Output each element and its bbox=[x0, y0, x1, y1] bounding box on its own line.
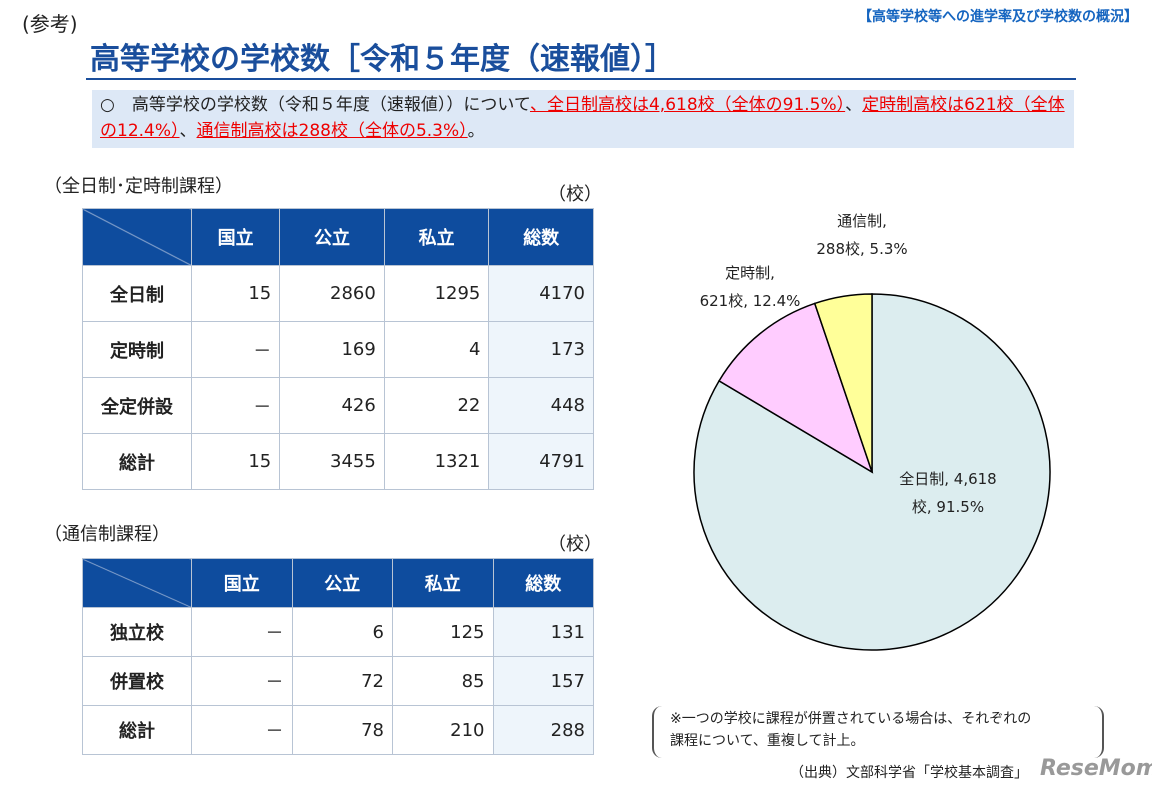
slice-label: 288校, 5.3% bbox=[816, 240, 907, 258]
table-cell: 78 bbox=[291, 705, 393, 755]
table-cell: － bbox=[191, 705, 293, 755]
corner-cell bbox=[82, 208, 192, 266]
column-header: 総数 bbox=[488, 208, 594, 266]
table-cell: 4 bbox=[383, 321, 490, 378]
title-rule bbox=[86, 78, 1076, 80]
table-cell: 131 bbox=[492, 607, 594, 657]
note-box: ※一つの学校に課程が併置されている場合は、それぞれの 課程について、重複して計上… bbox=[652, 706, 1104, 758]
data-table: 国立 公立 私立 総数 独立校－ 6 125 131 併置校－ 72 85 157 総計－ 78 210 28… bbox=[82, 558, 594, 755]
slice-label: 621校, 12.4% bbox=[700, 292, 801, 310]
pie-slice bbox=[718, 302, 874, 474]
highlight-text: 、全日制高校は4,618校（全体の91.5%） bbox=[529, 95, 846, 115]
note-line: ※一つの学校に課程が併置されている場合は、それぞれの bbox=[670, 711, 1032, 727]
column-header: 私立 bbox=[383, 208, 490, 266]
column-header: 私立 bbox=[392, 558, 494, 608]
table-cell: 22 bbox=[383, 377, 490, 434]
section-tag: 【高等学校等への進学率及び学校数の概況】 bbox=[858, 9, 1138, 25]
highlight-text: 通信制高校は288校（全体の5.3%） bbox=[196, 121, 468, 141]
watermark: ReseMom bbox=[1040, 756, 1152, 781]
header-row: 国立 公立 私立 総数 bbox=[82, 208, 594, 266]
ref-label: (参考) bbox=[22, 12, 78, 36]
table-cell: 125 bbox=[392, 607, 494, 657]
slice-label: 通信制, bbox=[837, 212, 887, 230]
column-header: 国立 bbox=[190, 208, 281, 266]
table-cell: 210 bbox=[392, 705, 494, 755]
table-caption: （全日制･定時制課程） bbox=[44, 176, 233, 197]
summary-text: ○ 高等学校の学校数（令和５年度（速報値））について bbox=[100, 95, 530, 115]
table-unit: （校） bbox=[548, 534, 602, 555]
table-row: 総計 15 3455 1321 4791 bbox=[82, 433, 594, 490]
source: （出典）文部科学省「学校基本調査」 bbox=[790, 765, 1028, 781]
table-cell: 2860 bbox=[279, 265, 385, 322]
summary-text: 。 bbox=[467, 121, 485, 141]
row-label: 併置校 bbox=[82, 656, 192, 706]
row-label: 総計 bbox=[82, 433, 192, 490]
table-cell: 448 bbox=[488, 377, 594, 434]
table-cell: 288 bbox=[492, 705, 594, 755]
table-cell: 4791 bbox=[488, 433, 594, 490]
table-cell: － bbox=[190, 377, 281, 434]
table-cell: 173 bbox=[488, 321, 594, 378]
column-header: 総数 bbox=[492, 558, 594, 608]
row-label: 全定併設 bbox=[82, 377, 192, 434]
slice-label: 全日制, 4,618 bbox=[899, 470, 996, 488]
pie-chart: 全日制, 4,618 校, 91.5% 定時制, 621校, 12.4% 通信制, 288… bbox=[693, 212, 1051, 651]
table-cell: 1321 bbox=[383, 433, 490, 490]
slice-label: 定時制, bbox=[725, 264, 775, 282]
table-cell: 4170 bbox=[488, 265, 594, 322]
summary-text: 、 bbox=[845, 95, 863, 115]
table-cell: 169 bbox=[279, 321, 385, 378]
table-cell: 426 bbox=[279, 377, 385, 434]
note-line: 課程について、重複して計上。 bbox=[670, 733, 865, 749]
table-cell: 72 bbox=[291, 656, 393, 706]
table-row: 全定併設－ 426 22 448 bbox=[82, 377, 594, 434]
header-row: 国立 公立 私立 総数 bbox=[82, 558, 594, 608]
table-cell: － bbox=[190, 321, 281, 378]
summary-text: 、 bbox=[179, 121, 197, 141]
row-label: 定時制 bbox=[82, 321, 192, 378]
table-cell: － bbox=[191, 607, 293, 657]
table-cell: 157 bbox=[492, 656, 594, 706]
page-title: 高等学校の学校数［令和５年度（速報値）］ bbox=[90, 42, 675, 77]
highlight-text: 定時制高校は621校（全体の12.4%） bbox=[100, 95, 1065, 141]
slice-label: 校, 91.5% bbox=[912, 498, 984, 516]
table-cell: － bbox=[191, 656, 293, 706]
column-header: 公立 bbox=[279, 208, 385, 266]
table-caption: （通信制課程） bbox=[44, 524, 170, 545]
data-table: 国立 公立 私立 総数 全日制 15 2860 1295 4170 定時制－ 169 4 173 全定併設… bbox=[82, 208, 594, 490]
table-row: 定時制－ 169 4 173 bbox=[82, 321, 594, 378]
row-label: 独立校 bbox=[82, 607, 192, 657]
table-cell: 15 bbox=[190, 265, 281, 322]
table-cell: 3455 bbox=[279, 433, 385, 490]
table-row: 総計－ 78 210 288 bbox=[82, 705, 594, 755]
summary-box: ○ 高等学校の学校数（令和５年度（速報値））について、全日制高校は4,618校（… bbox=[92, 90, 1074, 148]
table-cell: 85 bbox=[392, 656, 494, 706]
table-cell: 1295 bbox=[383, 265, 490, 322]
table-cell: 6 bbox=[291, 607, 393, 657]
row-label: 総計 bbox=[82, 705, 192, 755]
corner-cell bbox=[82, 558, 192, 608]
row-label: 全日制 bbox=[82, 265, 192, 322]
pie-slice bbox=[813, 293, 873, 473]
table-unit: （校） bbox=[548, 184, 602, 205]
column-header: 公立 bbox=[291, 558, 393, 608]
column-header: 国立 bbox=[191, 558, 293, 608]
table-cell: 15 bbox=[190, 433, 281, 490]
table-row: 独立校－ 6 125 131 bbox=[82, 607, 594, 657]
table-row: 併置校－ 72 85 157 bbox=[82, 656, 594, 706]
table-row: 全日制 15 2860 1295 4170 bbox=[82, 265, 594, 322]
